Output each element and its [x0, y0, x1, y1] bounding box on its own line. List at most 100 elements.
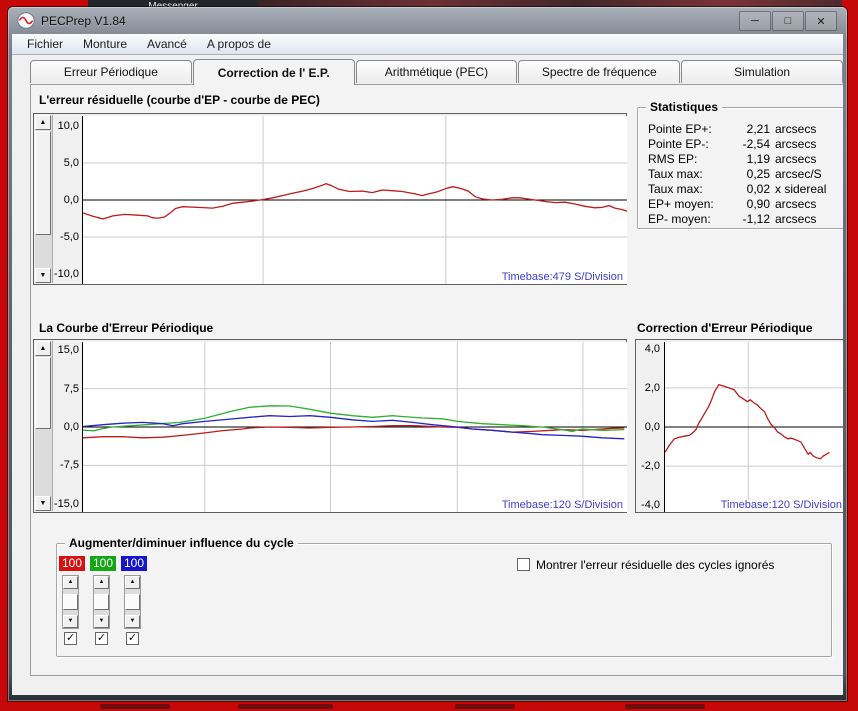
desktop-icon-label: Messenger — [88, 0, 258, 7]
show-ignored-label: Montrer l'erreur résiduelle des cycles i… — [536, 558, 775, 572]
desktop-artifact — [238, 704, 333, 709]
y-tick-label: -2,0 — [641, 460, 660, 473]
window-body: Fichier Monture Avancé A propos de Erreu… — [12, 34, 843, 695]
residual-chart: ▲ ▼ 10,0 5,0 0,0 -5,0 -10,0 Timebase:479 S/D… — [33, 113, 627, 285]
y-tick-label: 4,0 — [644, 342, 660, 355]
scrollbar-thumb[interactable] — [35, 131, 51, 235]
y-tick-label: -10,0 — [53, 268, 79, 280]
cycle-influence-title: Augmenter/diminuer influence du cycle — [65, 536, 298, 550]
spinner-thumb[interactable] — [94, 594, 109, 610]
scroll-up-icon[interactable]: ▲ — [35, 341, 51, 356]
cycle-enabled-checkbox[interactable]: ✓ — [64, 632, 77, 645]
y-tick-label: 5,0 — [63, 156, 79, 169]
y-tick-label: -7,5 — [60, 459, 79, 472]
show-ignored-checkbox[interactable] — [517, 558, 530, 571]
cycle-weight-slider[interactable]: ▲ ▼ — [62, 575, 79, 629]
y-tick-label: 2,0 — [644, 381, 660, 394]
title-bar[interactable]: PECPrep V1.84 ─ □ ✕ — [8, 7, 847, 34]
y-tick-label: 10,0 — [57, 119, 79, 132]
app-logo-icon — [17, 12, 35, 29]
y-tick-label: -5,0 — [60, 231, 79, 243]
stat-row: EP- moyen: -1,12 arcsecs — [648, 212, 817, 226]
y-tick-label: 7,5 — [63, 382, 79, 395]
y-zoom-scrollbar[interactable]: ▲ ▼ — [35, 341, 53, 511]
tab-strip: Erreur Périodique Correction de l' E.P. … — [30, 59, 843, 85]
stat-row: Pointe EP-: -2,54 arcsecs — [648, 137, 817, 151]
scroll-up-icon[interactable]: ▲ — [35, 115, 51, 130]
tab-spectre-frequence[interactable]: Spectre de fréquence — [518, 60, 681, 83]
spinner-thumb[interactable] — [125, 594, 140, 610]
desktop-top-strip: Messenger — [0, 0, 858, 7]
spinner-up-icon[interactable]: ▲ — [63, 576, 78, 589]
desktop-artifact — [455, 704, 515, 709]
spinner-down-icon[interactable]: ▼ — [63, 615, 78, 628]
minimize-button[interactable]: ─ — [739, 11, 771, 31]
cycle-weight-slider[interactable]: ▲ ▼ — [124, 575, 141, 629]
scrollbar-thumb[interactable] — [35, 357, 51, 429]
desktop-bottom-strip — [0, 701, 858, 711]
spinner-down-icon[interactable]: ▼ — [125, 615, 140, 628]
pec-correction-chart: 4,0 2,0 0,0 -2,0 -4,0 Timebase:120 S/Divisio… — [635, 339, 843, 513]
cycle-weight-badge: 100 — [59, 556, 85, 571]
statistics-groupbox: Statistiques Pointe EP+: 2,21 arcsecs Po… — [637, 100, 843, 229]
menu-fichier[interactable]: Fichier — [27, 37, 64, 51]
menu-monture[interactable]: Monture — [83, 37, 128, 51]
stat-row: Taux max: 0,02 x sidereal — [648, 182, 827, 196]
y-tick-label: -4,0 — [641, 499, 660, 512]
y-axis-labels: 10,0 5,0 0,0 -5,0 -10,0 — [52, 116, 82, 282]
y-tick-label: 0,0 — [644, 421, 660, 433]
tab-simulation[interactable]: Simulation — [681, 60, 843, 83]
spinner-up-icon[interactable]: ▲ — [94, 576, 109, 589]
stat-row: Taux max: 0,25 arcsec/S — [648, 167, 822, 181]
residual-chart-title: L'erreur résiduelle (courbe d'EP - courb… — [39, 93, 320, 107]
stat-row: Pointe EP+: 2,21 arcsecs — [648, 122, 817, 136]
tab-page: Erreur Périodique Correction de l' E.P. … — [12, 55, 843, 695]
ep-curve-chart: ▲ ▼ 15,0 7,5 0,0 -7,5 -15,0 Timebase:120 S/D… — [33, 339, 627, 513]
chart-canvas — [83, 342, 627, 512]
stat-row: EP+ moyen: 0,90 arcsecs — [648, 197, 817, 211]
restore-button[interactable]: □ — [772, 11, 804, 31]
tab-arithmetique-pec[interactable]: Arithmétique (PEC) — [355, 60, 518, 83]
ep-curve-plot: Timebase:120 S/Division — [82, 342, 627, 512]
desktop-artifact — [625, 704, 705, 709]
menu-avance[interactable]: Avancé — [147, 37, 187, 51]
residual-plot: Timebase:479 S/Division — [82, 116, 627, 284]
scroll-down-icon[interactable]: ▼ — [35, 268, 51, 283]
cycle-weight-badge: 100 — [90, 556, 116, 571]
spinner-thumb[interactable] — [63, 594, 78, 610]
timebase-label: Timebase:479 S/Division — [501, 271, 623, 283]
y-tick-label: 0,0 — [63, 194, 79, 206]
correction-ep-panel: L'erreur résiduelle (courbe d'EP - courb… — [30, 84, 843, 676]
y-tick-label: -15,0 — [53, 497, 79, 510]
tab-correction-ep[interactable]: Correction de l' E.P. — [192, 59, 355, 85]
cycle-enabled-checkbox[interactable]: ✓ — [126, 632, 139, 645]
desktop-artifact — [100, 704, 170, 709]
cycle-weight-slider[interactable]: ▲ ▼ — [93, 575, 110, 629]
cycle-weight-badge: 100 — [121, 556, 147, 571]
y-axis-labels: 4,0 2,0 0,0 -2,0 -4,0 — [637, 342, 663, 512]
desktop-wallpaper-fragment — [258, 0, 842, 7]
pec-correction-chart-title: Correction d'Erreur Périodique — [637, 321, 813, 335]
y-tick-label: 0,0 — [63, 421, 79, 433]
menu-bar: Fichier Monture Avancé A propos de — [12, 34, 843, 55]
spinner-up-icon[interactable]: ▲ — [125, 576, 140, 589]
y-zoom-scrollbar[interactable]: ▲ ▼ — [35, 115, 53, 283]
y-tick-label: 15,0 — [57, 344, 79, 357]
chart-canvas — [83, 116, 627, 284]
scroll-down-icon[interactable]: ▼ — [35, 496, 51, 511]
ep-curve-chart-title: La Courbe d'Erreur Périodique — [39, 321, 214, 335]
stat-row: RMS EP: 1,19 arcsecs — [648, 152, 817, 166]
close-button[interactable]: ✕ — [805, 11, 837, 31]
tab-erreur-periodique[interactable]: Erreur Périodique — [30, 60, 192, 83]
spinner-down-icon[interactable]: ▼ — [94, 615, 109, 628]
statistics-title: Statistiques — [646, 100, 723, 114]
menu-a-propos[interactable]: A propos de — [206, 37, 271, 51]
timebase-label: Timebase:120 S/Division — [720, 499, 842, 511]
chart-canvas — [665, 342, 843, 512]
app-window: PECPrep V1.84 ─ □ ✕ Fichier Monture Avan… — [8, 7, 847, 701]
y-axis-labels: 15,0 7,5 0,0 -7,5 -15,0 — [52, 342, 82, 510]
timebase-label: Timebase:120 S/Division — [501, 499, 623, 511]
statistics-rows: Pointe EP+: 2,21 arcsecs Pointe EP-: -2,… — [638, 122, 843, 227]
cycle-enabled-checkbox[interactable]: ✓ — [95, 632, 108, 645]
